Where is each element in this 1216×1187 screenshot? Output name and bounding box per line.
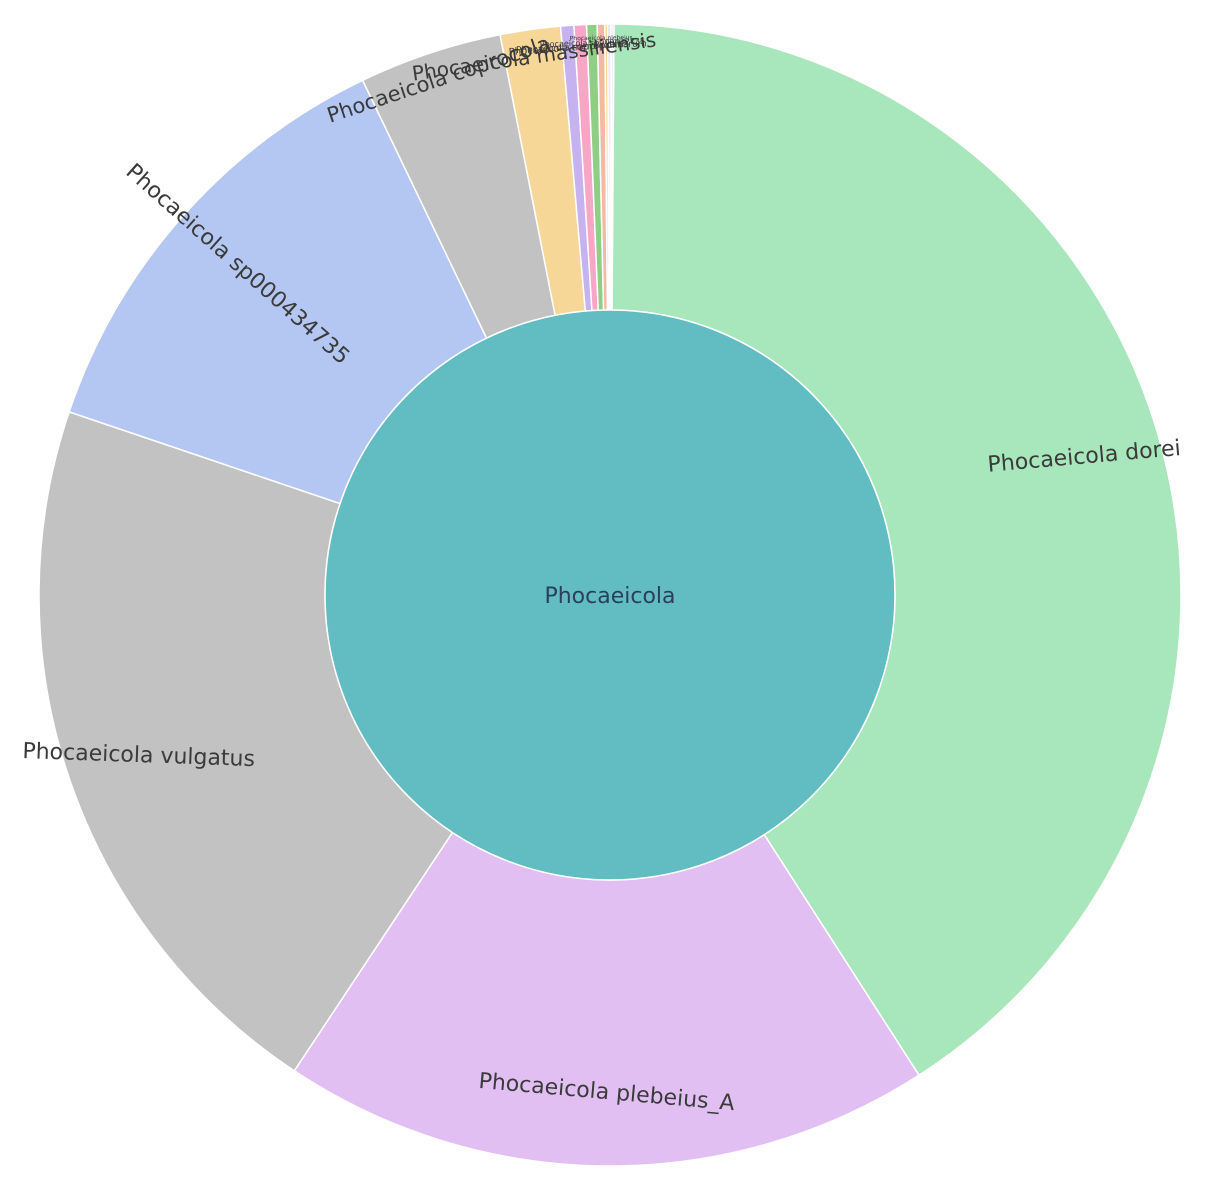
slice-label: Phocaeicola sp000432735 bbox=[540, 37, 645, 49]
center-segment[interactable] bbox=[324, 309, 896, 881]
center-label: Phocaeicola bbox=[544, 584, 675, 609]
slice-label: Phocaeicola plebeius bbox=[570, 34, 633, 42]
outer-ring bbox=[38, 23, 1182, 1167]
